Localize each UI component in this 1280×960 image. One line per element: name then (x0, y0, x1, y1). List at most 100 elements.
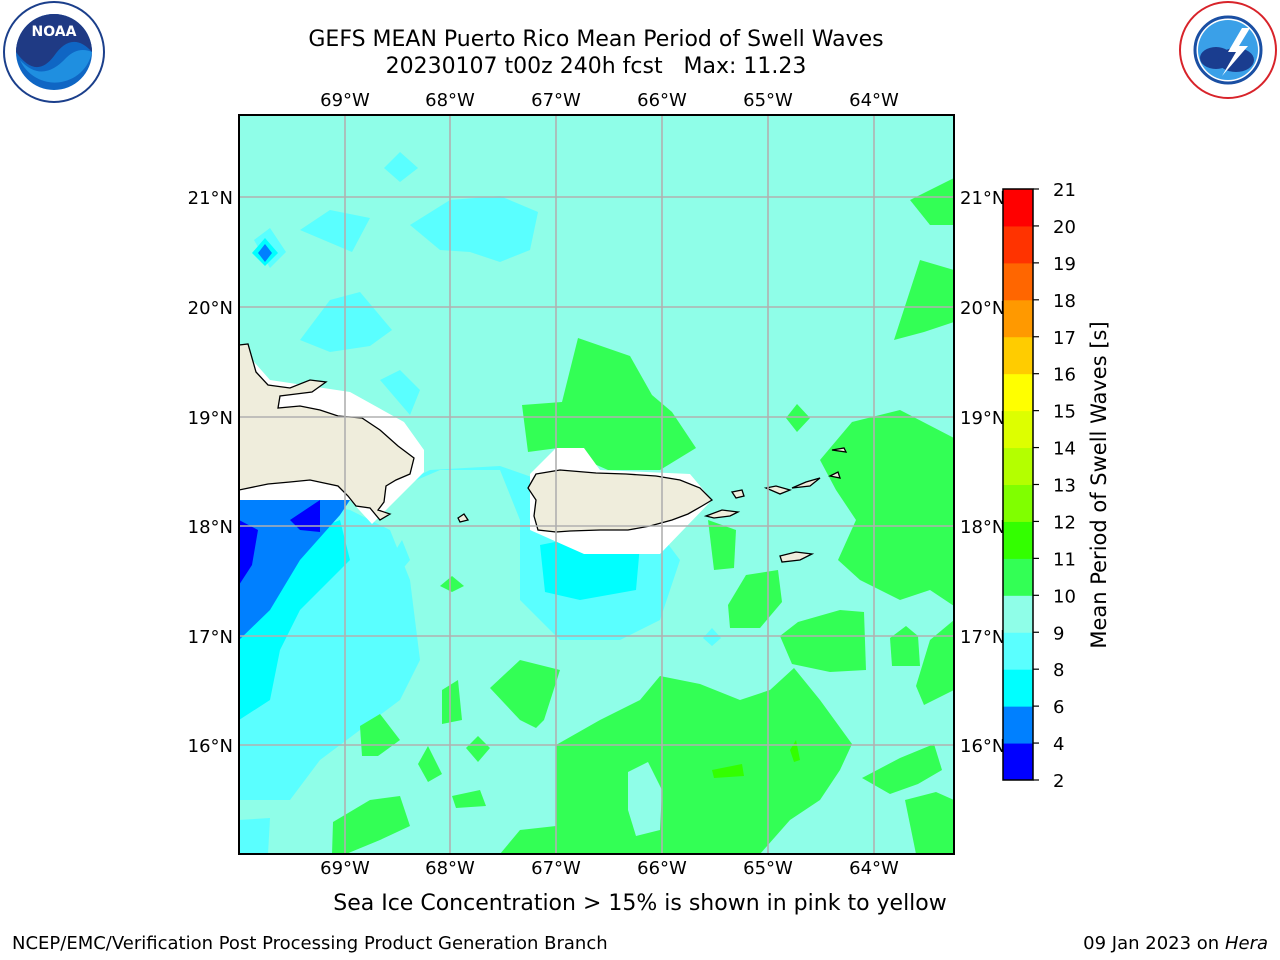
swell-2-4s-contours (239, 500, 320, 585)
swell-patch (384, 152, 418, 182)
swell-patch (500, 668, 852, 854)
puerto-rico-landmass (527, 469, 714, 533)
st-croix-island (779, 551, 815, 563)
colorbar-segment (1003, 447, 1033, 485)
map-plot-area (239, 115, 954, 854)
swell-patch (790, 740, 800, 762)
mona-island (457, 513, 470, 523)
map-caption: Sea Ice Concentration > 15% is shown in … (333, 891, 947, 916)
lat-label: 19°N (960, 408, 1005, 429)
footer-date: 09 Jan 2023 on Hera (1083, 933, 1268, 954)
swell-patch (466, 736, 490, 762)
swell-patch (239, 500, 350, 640)
swell-patch (708, 520, 736, 570)
map-frame (238, 114, 955, 855)
lon-label: 67°W (531, 858, 581, 879)
footer-date-text: 09 Jan 2023 on (1083, 933, 1225, 954)
colorbar: 2 4 6 8 9 10 11 12 13 14 15 16 17 18 19 20 21 (1002, 180, 1076, 792)
colorbar-tick-label: 21 (1053, 180, 1076, 201)
colorbar-segment (1003, 521, 1033, 559)
lat-label: 16°N (188, 736, 233, 757)
swell-patch (258, 244, 272, 262)
longitude-labels-bottom: 69°W 68°W 67°W 66°W 65°W 64°W (320, 858, 899, 879)
culebra-island (730, 489, 745, 499)
noaa-logo-icon: NOAA (3, 1, 105, 103)
lat-label: 16°N (960, 736, 1005, 757)
colorbar-tick-label: 17 (1053, 328, 1076, 349)
lat-label: 18°N (188, 517, 233, 538)
colorbar-tick-label: 4 (1053, 734, 1064, 755)
lat-label: 17°N (960, 627, 1005, 648)
noaa-logo-text: NOAA (32, 24, 77, 40)
colorbar-tick-label: 8 (1053, 660, 1064, 681)
lon-label: 65°W (743, 858, 793, 879)
colorbar-tick-label: 12 (1053, 512, 1076, 533)
swell-patch (332, 796, 410, 854)
lat-label: 20°N (960, 298, 1005, 319)
swell-patch (380, 370, 420, 415)
colorbar-tick-label: 13 (1053, 476, 1076, 497)
footer-machine-name: Hera (1224, 933, 1268, 954)
swell-patch (862, 744, 942, 794)
swell-pocket (628, 762, 662, 836)
colorbar-segment (1003, 484, 1033, 522)
swell-patch (786, 404, 810, 432)
lat-label: 17°N (188, 627, 233, 648)
lat-label: 21°N (188, 188, 233, 209)
vieques-island (703, 509, 741, 519)
longitude-labels-top: 69°W 68°W 67°W 66°W 65°W 64°W (320, 90, 899, 111)
swell-patch (894, 260, 954, 340)
colorbar-segment (1003, 225, 1033, 264)
swell-patch (370, 466, 680, 640)
swell-patch (780, 610, 866, 672)
colorbar-segment (1003, 558, 1033, 596)
lon-label: 66°W (637, 90, 687, 111)
swell-patch (418, 746, 442, 782)
colorbar-tick-label: 11 (1053, 549, 1076, 570)
swell-patch (703, 628, 721, 646)
anegada-island (831, 447, 848, 453)
latitude-labels-right: 21°N 20°N 19°N 18°N 17°N 16°N (960, 188, 1005, 757)
colorbar-tick-label: 19 (1053, 254, 1076, 275)
swell-10-11s-contours (332, 178, 954, 854)
swell-patch (820, 410, 954, 606)
footer-credit: NCEP/EMC/Verification Post Processing Pr… (12, 933, 608, 954)
lon-label: 66°W (637, 858, 687, 879)
colorbar-label: Mean Period of Swell Waves [s] (1087, 321, 1111, 648)
lat-label: 19°N (188, 408, 233, 429)
colorbar-tick-label: 6 (1053, 697, 1064, 718)
land (239, 343, 848, 563)
swell-patch (440, 576, 464, 592)
swell-patch (910, 178, 954, 225)
colorbar-segment (1003, 743, 1033, 781)
hispaniola-landmass (239, 343, 415, 521)
swell-4-6s-contours (239, 244, 350, 640)
lon-label: 67°W (531, 90, 581, 111)
chart-subtitle: 20230107 t00z 240h fcst Max: 11.23 (385, 54, 807, 79)
lon-label: 64°W (849, 858, 899, 879)
swell-patch (254, 736, 270, 756)
colorbar-segment (1003, 336, 1033, 375)
chart-title: GEFS MEAN Puerto Rico Mean Period of Swe… (308, 27, 884, 52)
lon-label: 68°W (425, 858, 475, 879)
st-john-island (791, 477, 821, 489)
virgin-gorda-island (828, 471, 841, 479)
colorbar-tick-label: 15 (1053, 402, 1076, 423)
swell-patch (452, 790, 486, 808)
colorbar-tick-label: 14 (1053, 439, 1076, 460)
colorbar-segment (1003, 262, 1033, 301)
lon-label: 65°W (743, 90, 793, 111)
lat-label: 18°N (960, 517, 1005, 538)
swell-patch (905, 792, 954, 854)
colorbar-tick-label: 18 (1053, 291, 1076, 312)
colorbar-segment (1003, 299, 1033, 338)
colorbar-segment (1003, 373, 1033, 412)
nws-logo-icon (1179, 1, 1277, 99)
latitude-labels-left: 21°N 20°N 19°N 18°N 17°N 16°N (188, 188, 233, 757)
swell-patch (442, 680, 462, 724)
lat-label: 21°N (960, 188, 1005, 209)
colorbar-segment (1003, 410, 1033, 449)
swell-patch (490, 660, 560, 728)
colorbar-segment (1003, 595, 1033, 633)
